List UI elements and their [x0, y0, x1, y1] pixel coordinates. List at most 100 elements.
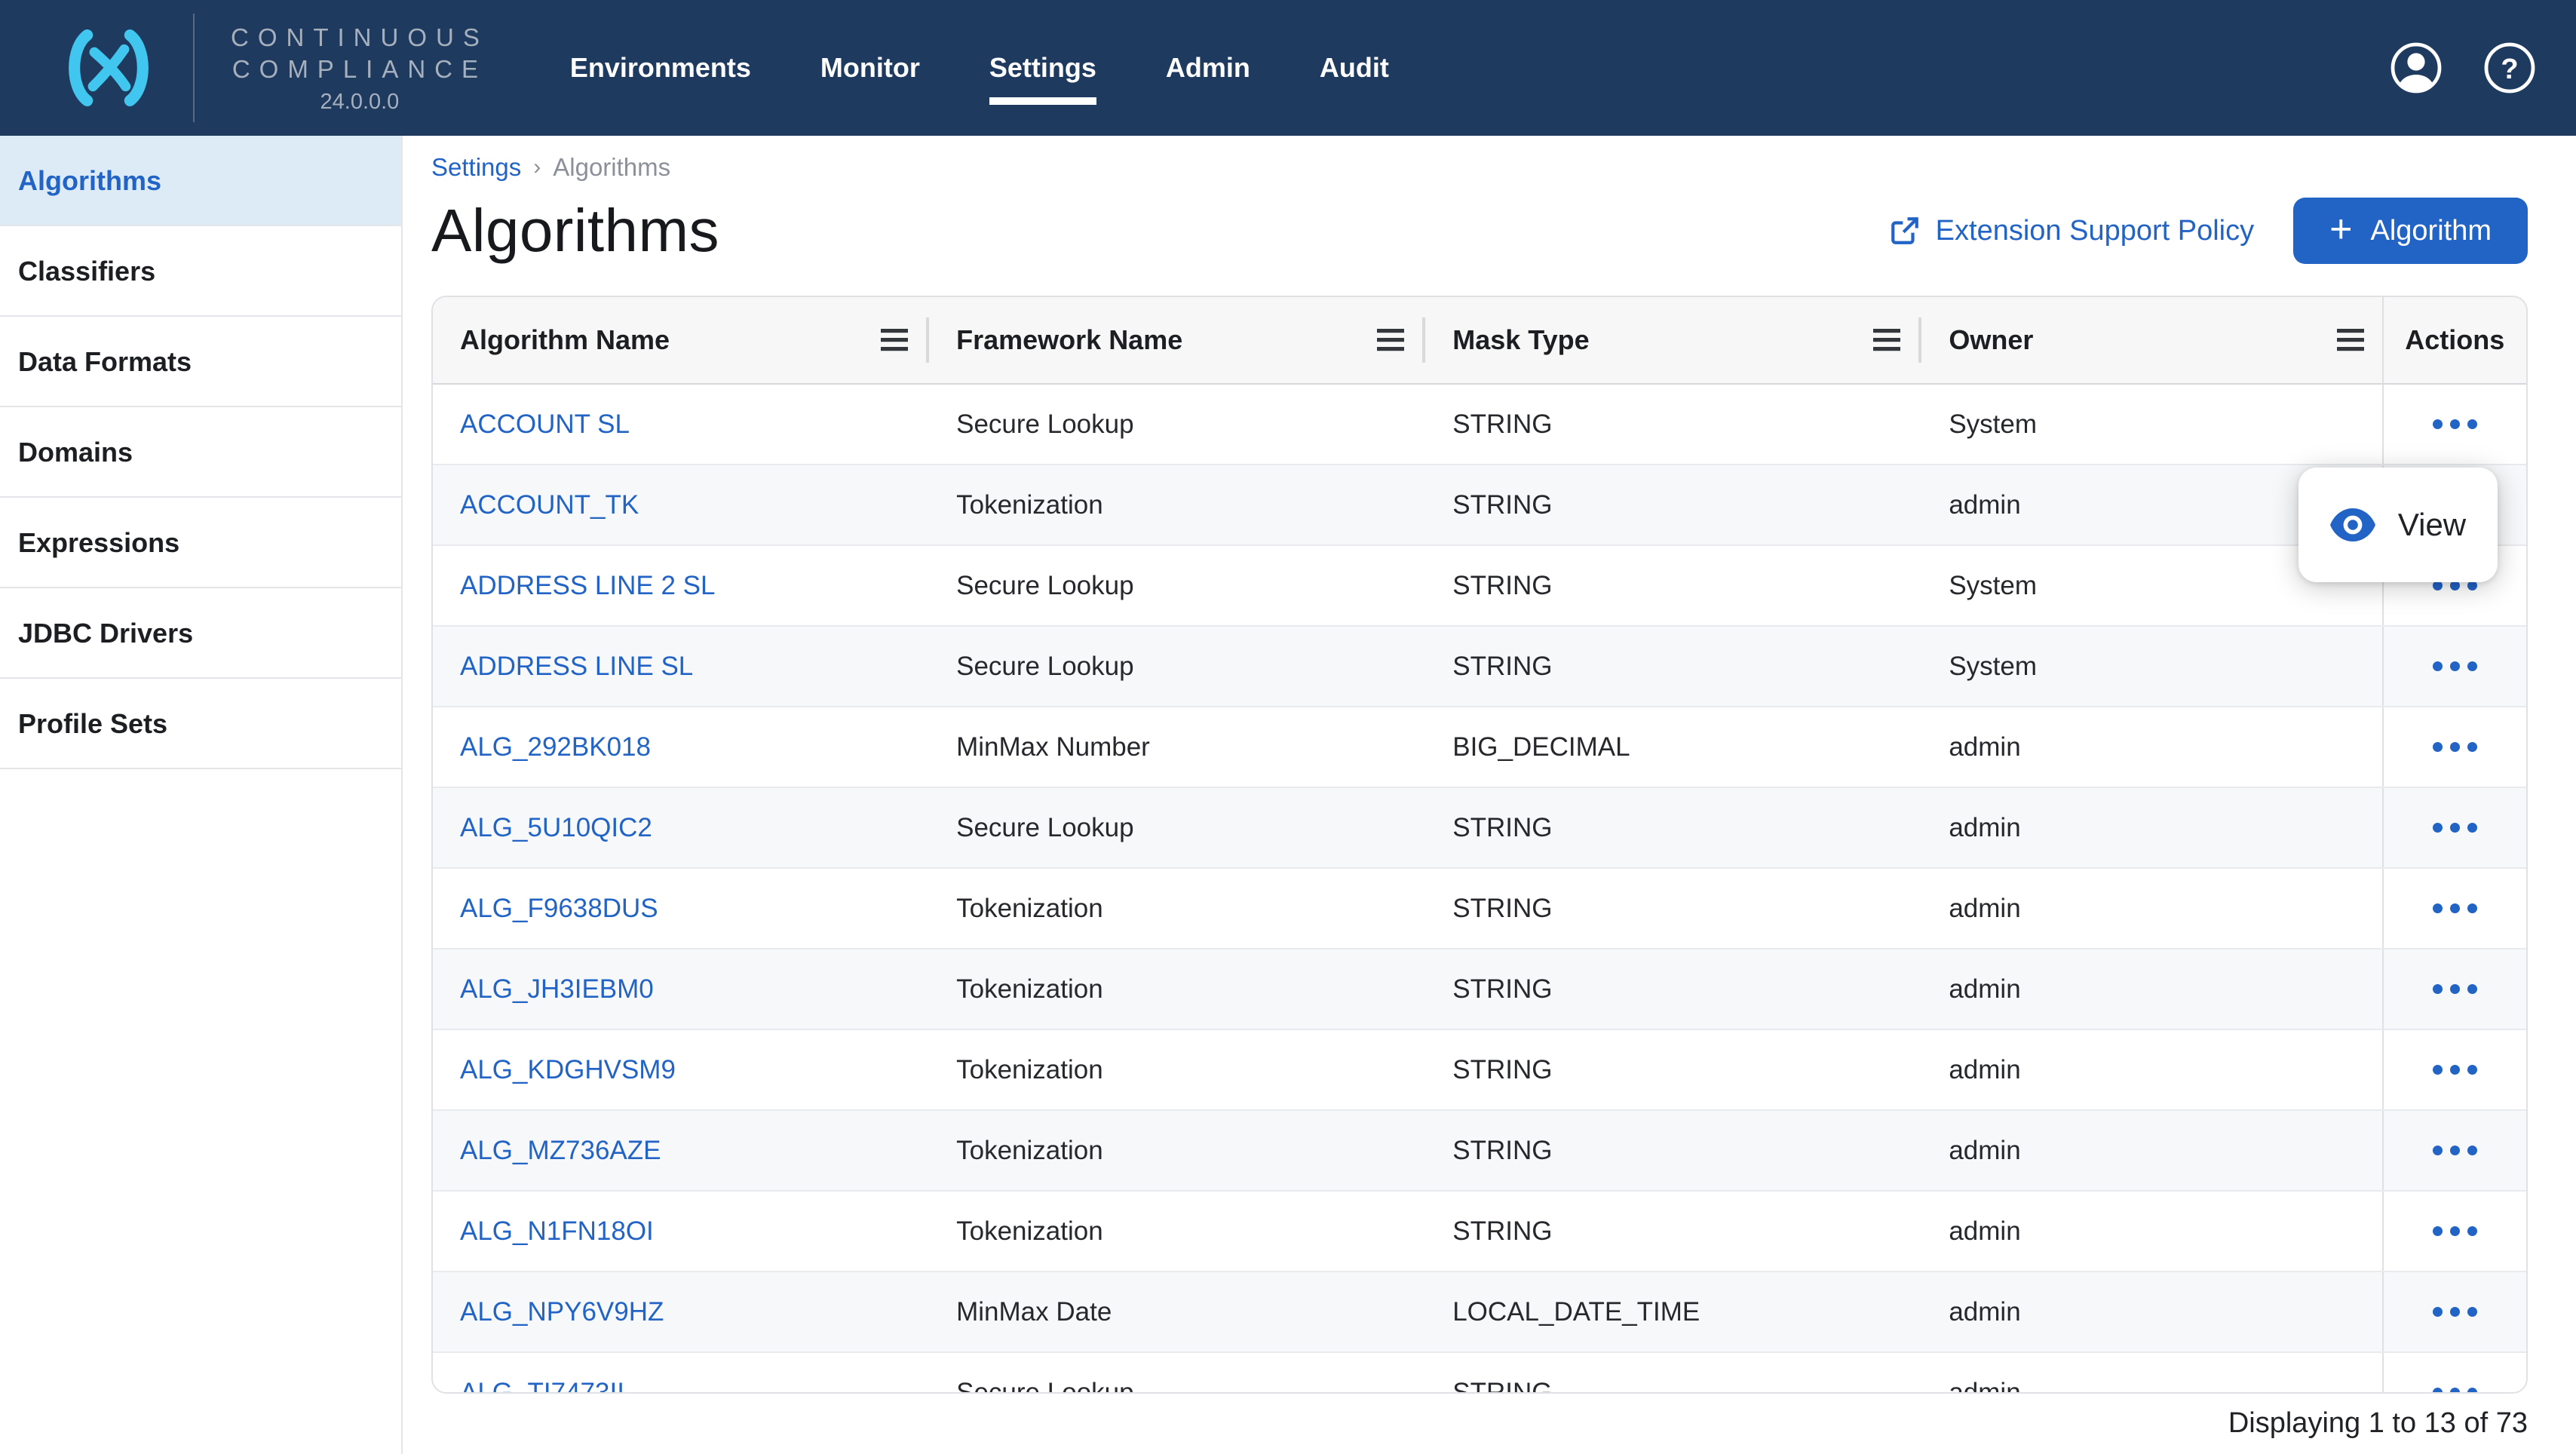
row-actions-button[interactable] — [2432, 1146, 2477, 1155]
sidebar-item[interactable]: Algorithms — [0, 136, 401, 226]
algorithm-name-link[interactable]: ALG_NPY6V9HZ — [460, 1296, 664, 1327]
row-actions-button[interactable] — [2432, 1307, 2477, 1317]
cell-actions — [2381, 1111, 2526, 1190]
algorithm-name-link[interactable]: ALG_292BK018 — [460, 732, 651, 762]
algorithm-name-link[interactable]: ACCOUNT SL — [460, 409, 630, 439]
row-actions-button[interactable] — [2432, 823, 2477, 833]
breadcrumb-settings-link[interactable]: Settings — [431, 153, 522, 181]
mask-type-value: STRING — [1452, 651, 1553, 681]
algorithm-name-link[interactable]: ALG_TI7473II — [460, 1377, 624, 1394]
column-menu-icon[interactable] — [2336, 329, 2364, 351]
row-actions-button[interactable] — [2432, 742, 2477, 752]
sidebar-item[interactable]: Domains — [0, 407, 401, 498]
algorithm-name-link[interactable]: ADDRESS LINE 2 SL — [460, 570, 716, 600]
algorithms-table: Algorithm Name Framework Name — [431, 296, 2528, 1394]
table-row: ALG_MZ736AZE Tokenization STRING admin — [433, 1111, 2526, 1192]
cell-algorithm-name: ALG_TI7473II — [433, 1353, 929, 1394]
algorithm-name-link[interactable]: ALG_JH3IEBM0 — [460, 974, 654, 1004]
mask-type-value: STRING — [1452, 812, 1553, 842]
cell-framework-name: MinMax Number — [929, 707, 1425, 787]
column-label: Algorithm Name — [460, 324, 670, 355]
nav-item[interactable]: Admin — [1166, 43, 1250, 93]
cell-algorithm-name: ALG_5U10QIC2 — [433, 788, 929, 867]
owner-value: admin — [1949, 974, 2021, 1004]
table-row: ACCOUNT SL Secure Lookup STRING System — [433, 385, 2526, 465]
algorithm-name-link[interactable]: ALG_N1FN18OI — [460, 1216, 654, 1246]
algorithm-name-link[interactable]: ALG_KDGHVSM9 — [460, 1054, 676, 1084]
sidebar-item[interactable]: Profile Sets — [0, 679, 401, 769]
column-label: Framework Name — [956, 324, 1183, 355]
column-menu-icon[interactable] — [1873, 329, 1901, 351]
framework-name-value: Secure Lookup — [956, 570, 1134, 600]
nav-item[interactable]: Audit — [1320, 43, 1389, 93]
cell-algorithm-name: ALG_MZ736AZE — [433, 1111, 929, 1190]
nav-item[interactable]: Monitor — [820, 43, 920, 93]
cell-mask-type: STRING — [1425, 465, 1921, 544]
row-actions-button[interactable] — [2432, 581, 2477, 590]
table-body: ACCOUNT SL Secure Lookup STRING System A… — [433, 385, 2526, 1394]
column-menu-icon[interactable] — [1377, 329, 1405, 351]
sidebar-item[interactable]: Expressions — [0, 498, 401, 588]
row-actions-button[interactable] — [2432, 661, 2477, 671]
cell-framework-name: Tokenization — [929, 1111, 1425, 1190]
sidebar-item[interactable]: Classifiers — [0, 226, 401, 317]
sidebar-item[interactable]: JDBC Drivers — [0, 588, 401, 679]
algorithm-name-link[interactable]: ALG_5U10QIC2 — [460, 812, 652, 842]
column-menu-icon[interactable] — [881, 329, 909, 351]
framework-name-value: Tokenization — [956, 974, 1103, 1004]
mask-type-value: STRING — [1452, 893, 1553, 923]
column-label: Mask Type — [1452, 324, 1590, 355]
sidebar-item-label: Data Formats — [18, 346, 192, 377]
help-icon[interactable]: ? — [2482, 41, 2537, 95]
cell-algorithm-name: ACCOUNT_TK — [433, 465, 929, 544]
cell-mask-type: STRING — [1425, 627, 1921, 706]
owner-value: admin — [1949, 489, 2021, 520]
table-header: Algorithm Name Framework Name — [433, 297, 2526, 385]
cell-actions — [2381, 385, 2526, 464]
nav-item[interactable]: Settings — [989, 43, 1096, 105]
table-row: ALG_TI7473II Secure Lookup STRING admin — [433, 1353, 2526, 1394]
cell-actions — [2381, 788, 2526, 867]
mask-type-value: STRING — [1452, 1377, 1553, 1394]
framework-name-value: Secure Lookup — [956, 409, 1134, 439]
algorithm-name-link[interactable]: ALG_MZ736AZE — [460, 1135, 661, 1165]
nav-item[interactable]: Environments — [570, 43, 751, 93]
framework-name-value: Tokenization — [956, 1054, 1103, 1084]
view-menu-item[interactable]: View — [2397, 507, 2467, 542]
column-divider — [1918, 317, 1922, 363]
add-algorithm-button[interactable]: + Algorithm — [2293, 198, 2528, 264]
cell-owner: System — [1921, 546, 2381, 625]
cell-actions — [2381, 627, 2526, 706]
sidebar-item[interactable]: Data Formats — [0, 317, 401, 407]
svg-text:?: ? — [2501, 54, 2518, 85]
column-header-mask-type: Mask Type — [1425, 297, 1922, 383]
table-row: ADDRESS LINE 2 SL Secure Lookup STRING S… — [433, 546, 2526, 627]
settings-sidebar: Algorithms Classifiers Data Formats Doma… — [0, 136, 403, 1454]
cell-mask-type: STRING — [1425, 1353, 1921, 1394]
cell-mask-type: STRING — [1425, 949, 1921, 1029]
cell-framework-name: Tokenization — [929, 1192, 1425, 1271]
row-actions-button[interactable] — [2432, 1388, 2477, 1392]
cell-actions — [2381, 1192, 2526, 1271]
algorithm-name-link[interactable]: ALG_F9638DUS — [460, 893, 658, 923]
owner-value: admin — [1949, 1135, 2021, 1165]
row-actions-button[interactable] — [2432, 1226, 2477, 1236]
table-row: ALG_NPY6V9HZ MinMax Date LOCAL_DATE_TIME… — [433, 1272, 2526, 1353]
account-icon[interactable] — [2389, 41, 2443, 95]
extension-support-policy-link[interactable]: Extension Support Policy — [1889, 215, 2254, 247]
cell-framework-name: MinMax Date — [929, 1272, 1425, 1351]
owner-value: admin — [1949, 1296, 2021, 1327]
nav-item-label: Admin — [1165, 52, 1250, 83]
algorithm-name-link[interactable]: ACCOUNT_TK — [460, 489, 639, 520]
row-actions-button[interactable] — [2432, 419, 2477, 429]
algorithm-name-link[interactable]: ADDRESS LINE SL — [460, 651, 694, 681]
cell-algorithm-name: ADDRESS LINE 2 SL — [433, 546, 929, 625]
sidebar-item-label: Classifiers — [18, 256, 156, 287]
table-row: ALG_F9638DUS Tokenization STRING admin — [433, 869, 2526, 949]
row-actions-button[interactable] — [2432, 1065, 2477, 1075]
row-actions-button[interactable] — [2432, 984, 2477, 994]
mask-type-value: STRING — [1452, 1216, 1553, 1246]
column-header-actions: Actions — [2381, 297, 2526, 383]
row-actions-button[interactable] — [2432, 903, 2477, 913]
